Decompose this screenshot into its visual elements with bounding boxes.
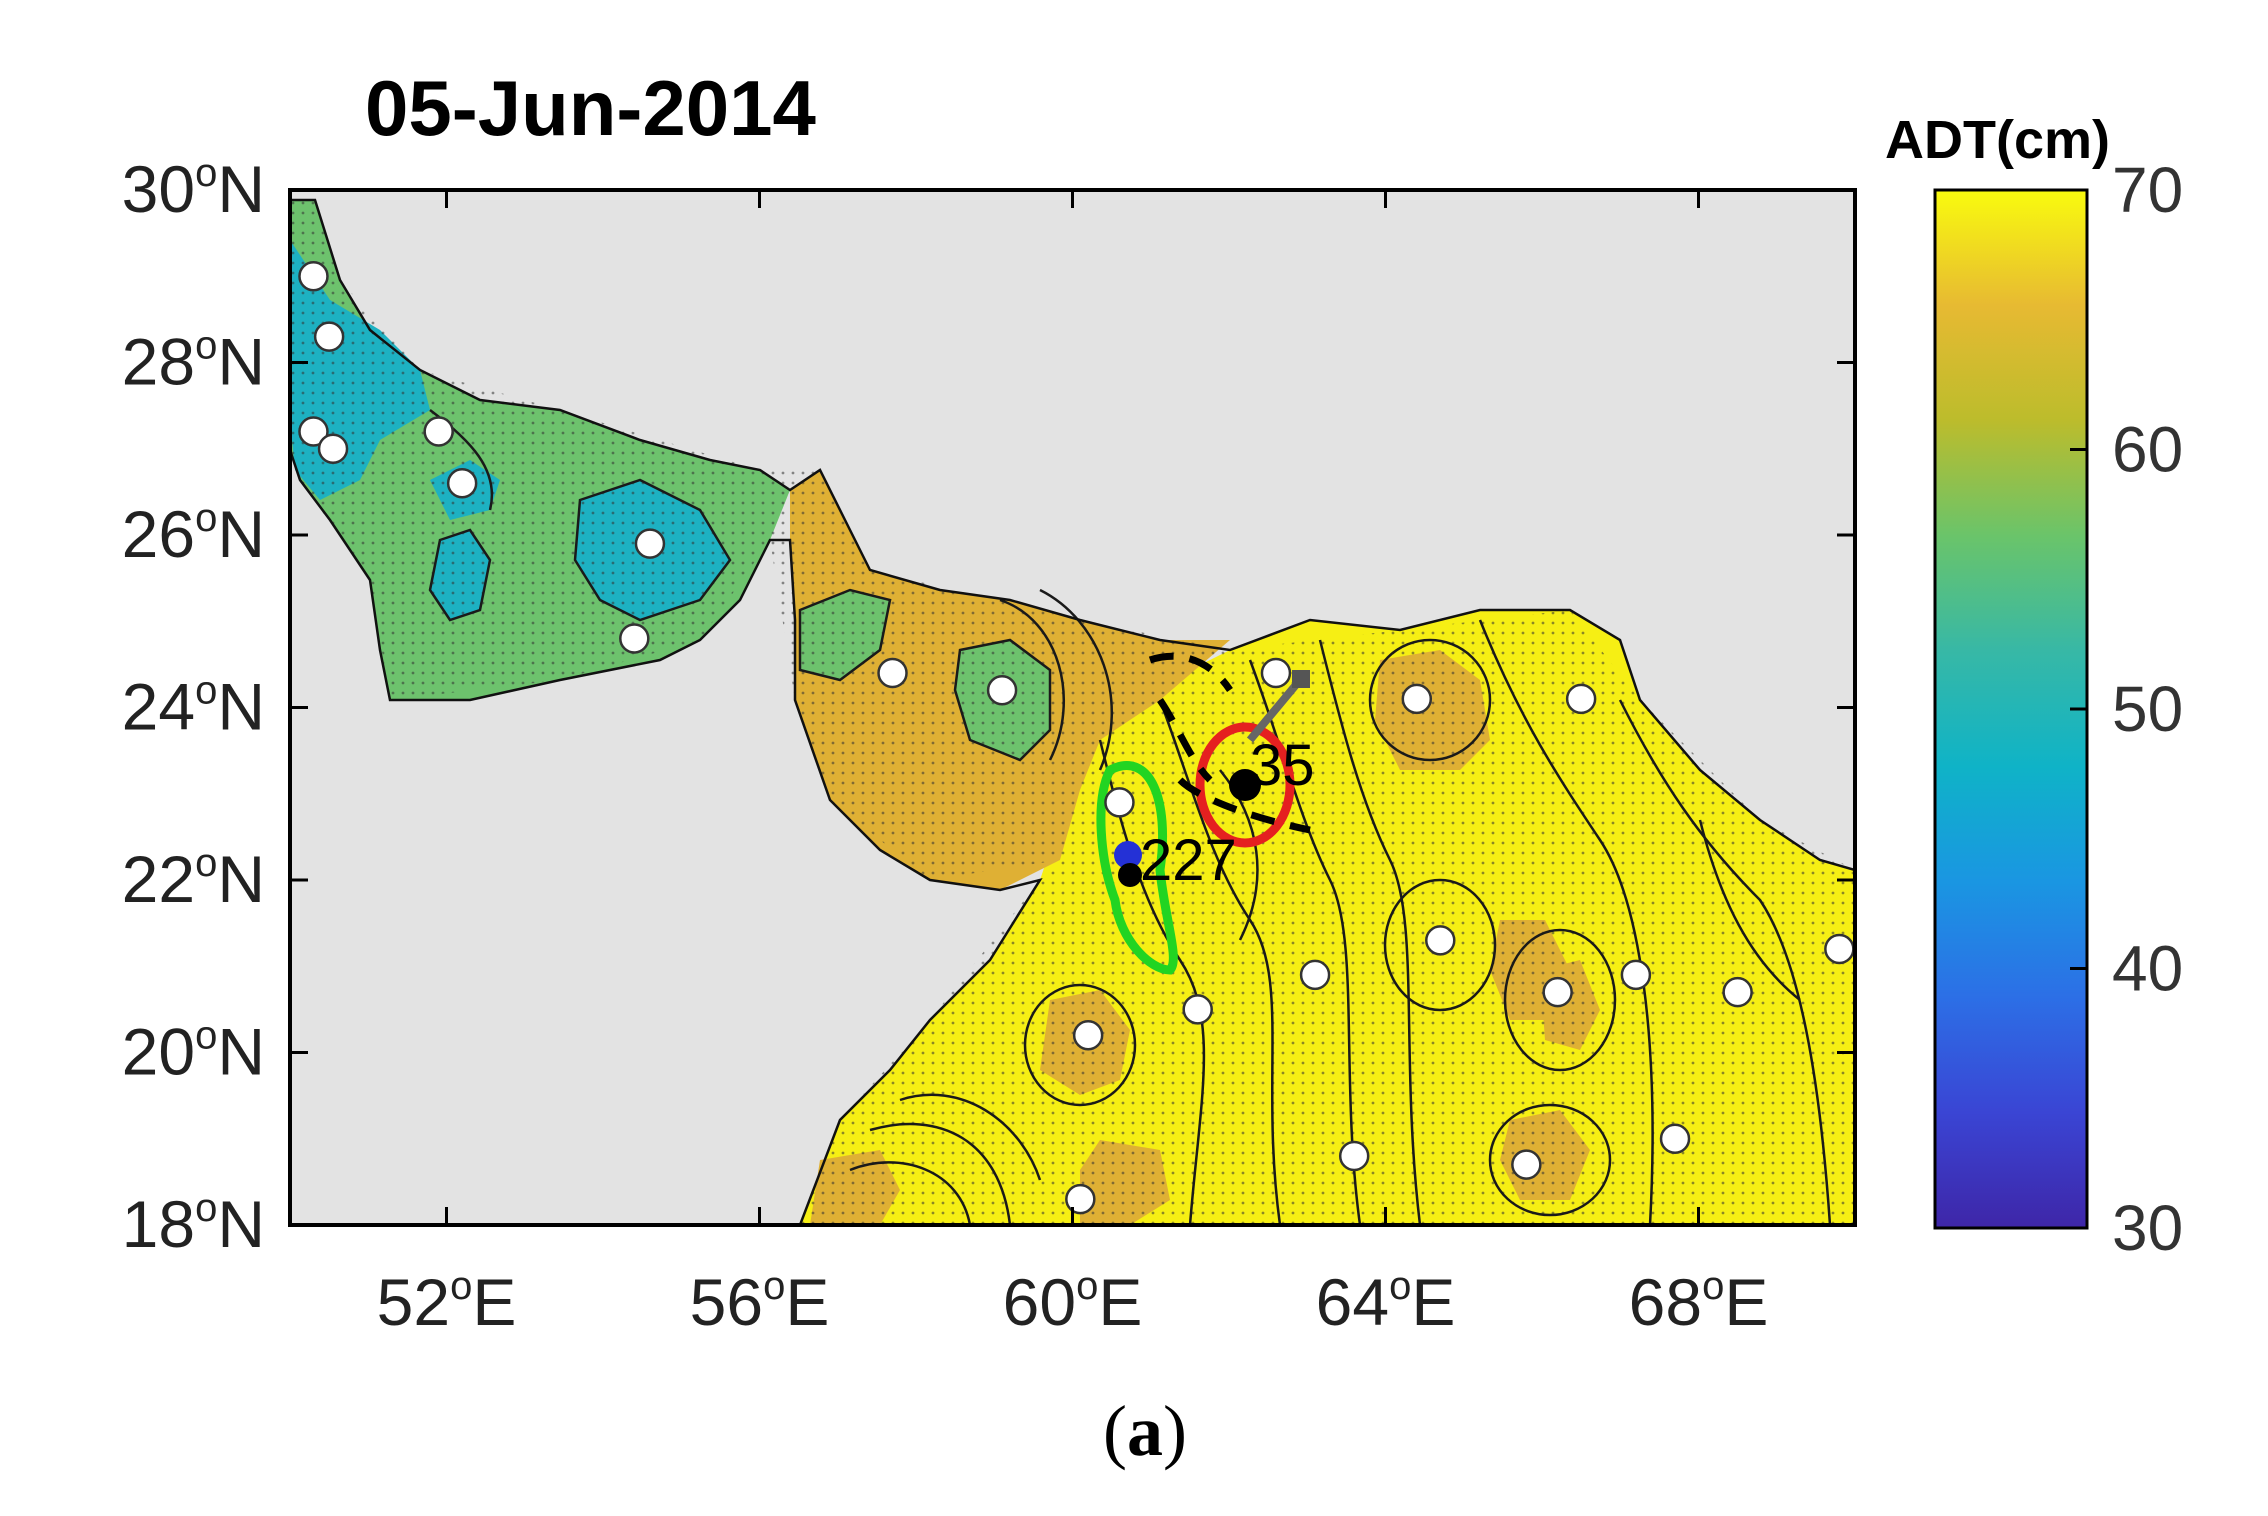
coastline-arabia <box>290 449 1043 1225</box>
float-marker <box>1659 1123 1691 1154</box>
float-marker <box>877 657 908 689</box>
float-marker <box>1260 657 1292 689</box>
current-vector-texture <box>290 200 1855 1225</box>
colorbar-ramp <box>1933 188 2089 1230</box>
float-marker <box>298 261 329 292</box>
eddy-35-track-gray <box>1246 677 1304 743</box>
float-marker <box>1338 1140 1370 1172</box>
eddy-227-center-blue <box>1114 841 1142 869</box>
float-marker <box>1072 1020 1104 1051</box>
y-tick-label: 18oN <box>122 1186 265 1261</box>
float-marker <box>986 675 1018 706</box>
y-tick-label: 26oN <box>122 496 265 571</box>
float-marker <box>317 433 349 464</box>
float-marker <box>619 623 650 654</box>
y-tick-label: 22oN <box>122 841 265 916</box>
float-marker <box>1299 959 1331 991</box>
eddy-227-label: 227 <box>1140 828 1237 893</box>
eddy-227-center <box>1118 863 1142 887</box>
map-title: 05-Jun-2014 <box>365 64 816 152</box>
float-marker <box>1542 976 1573 1008</box>
eddy-35-track <box>1148 652 1311 834</box>
float-marker <box>1620 959 1652 991</box>
y-tick-label: 24oN <box>122 669 265 744</box>
eddy-35-start-marker <box>1292 670 1310 688</box>
float-marker <box>1511 1149 1542 1180</box>
y-tick-label: 28oN <box>122 324 265 399</box>
colorbar-tick-label: 30 <box>2112 1192 2183 1264</box>
x-tick-label: 68oE <box>1629 1264 1769 1339</box>
eddy-35-label: 35 <box>1250 733 1315 798</box>
x-axis: 52oE 56oE 60oE 64oE 68oE <box>377 190 1769 1339</box>
colorbar-tick-label: 40 <box>2112 933 2183 1005</box>
colorbar-tick-label: 70 <box>2112 154 2183 226</box>
float-marker <box>423 416 454 447</box>
colorbar-tick-label: 60 <box>2112 414 2183 486</box>
caption: (a) <box>1103 1391 1187 1471</box>
y-tick-label: 30oN <box>122 151 265 226</box>
float-marker <box>446 468 478 499</box>
colorbar-tick-label: 50 <box>2112 673 2183 745</box>
y-tick-label: 20oN <box>122 1014 265 1089</box>
float-marker <box>1401 683 1433 715</box>
float-marker <box>1425 925 1456 956</box>
float-markers <box>298 261 1855 1215</box>
colorbar-ticks: 70 60 50 40 30 <box>2070 154 2183 1264</box>
float-marker <box>298 416 329 447</box>
colorbar-title: ADT(cm) <box>1885 110 2110 170</box>
y-axis: 30oN 28oN 26oN 24oN 22oN 20oN 18oN <box>122 151 1855 1261</box>
float-marker <box>1104 787 1135 818</box>
x-tick-label: 64oE <box>1316 1264 1456 1339</box>
float-marker <box>1722 976 1753 1008</box>
float-marker <box>313 321 345 352</box>
coastline <box>290 198 1855 872</box>
x-tick-label: 56oE <box>690 1264 830 1339</box>
float-marker <box>1824 933 1855 965</box>
anticyclonic-eddy-35 <box>1195 722 1295 848</box>
x-tick-label: 52oE <box>377 1264 517 1339</box>
eddy-35-center <box>1229 769 1261 801</box>
float-marker <box>1565 683 1597 715</box>
cyclonic-eddy-227 <box>1096 761 1178 975</box>
map-panel: 35 227 <box>290 190 1855 1225</box>
x-tick-label: 60oE <box>1003 1264 1143 1339</box>
float-marker <box>1182 994 1213 1025</box>
float-marker <box>634 528 666 559</box>
colorbar: ADT(cm) 70 60 50 40 30 <box>1885 110 2183 1264</box>
float-marker <box>1065 1183 1096 1215</box>
